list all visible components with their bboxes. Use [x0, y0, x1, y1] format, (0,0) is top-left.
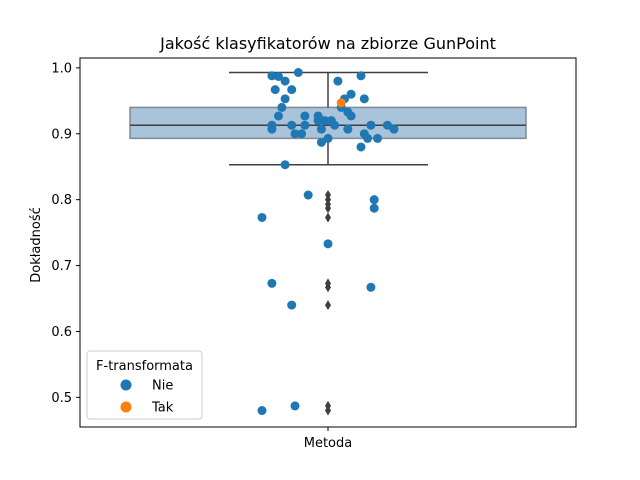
data-point-nie [389, 124, 399, 134]
y-tick-label: 0.8 [51, 193, 72, 208]
plot-area [79, 57, 577, 428]
y-tick-label: 0.6 [51, 325, 72, 340]
data-point-nie [323, 133, 333, 143]
outlier-marker [325, 282, 331, 293]
data-point-nie [277, 102, 287, 112]
outlier-marker [325, 212, 331, 223]
data-point-nie [300, 120, 310, 130]
data-point-nie [369, 203, 379, 213]
y-tick-label: 0.9 [51, 127, 72, 142]
legend-marker-nie [120, 379, 132, 391]
data-point-nie [257, 212, 267, 222]
chart-title: Jakość klasyfikatorów na zbiorze GunPoin… [159, 34, 496, 53]
y-tick-label: 0.5 [51, 391, 72, 406]
data-point-nie [267, 124, 277, 134]
data-point-nie [280, 160, 290, 170]
data-point-nie [363, 133, 373, 143]
data-point-tak [336, 98, 346, 108]
data-point-nie [257, 406, 267, 416]
data-point-nie [287, 120, 297, 130]
data-point-nie [313, 116, 323, 126]
data-point-nie [356, 142, 366, 152]
legend-marker-tak [120, 401, 132, 413]
data-point-nie [366, 282, 376, 292]
x-tick-label: Metoda [304, 436, 352, 451]
data-point-nie [359, 94, 369, 104]
data-point-nie [293, 67, 303, 77]
x-axis-ticks: Metoda [304, 427, 352, 451]
data-point-nie [346, 111, 356, 121]
y-tick-label: 1.0 [51, 61, 72, 76]
outlier-marker [325, 300, 331, 311]
data-point-nie [373, 133, 382, 143]
data-point-nie [316, 137, 326, 147]
y-axis-ticks: 0.5 0.6 0.7 0.8 0.9 1.0 [51, 61, 80, 406]
data-point-nie [343, 124, 353, 134]
data-point-nie [280, 76, 290, 86]
data-point-nie [274, 111, 283, 121]
outlier-marker [325, 203, 331, 214]
data-point-nie [382, 120, 392, 130]
data-point-nie [356, 71, 366, 81]
data-point-nie [300, 111, 310, 121]
data-point-nie [290, 401, 300, 411]
outlier-marker [325, 405, 331, 416]
data-point-nie [287, 300, 297, 310]
data-point-nie [274, 71, 283, 81]
legend-label-tak: Tak [151, 401, 174, 416]
data-point-nie [267, 278, 277, 288]
data-point-nie [287, 85, 297, 95]
legend: F-transformata Nie Tak [86, 350, 203, 420]
data-point-nie [333, 76, 343, 86]
data-point-nie [297, 129, 307, 139]
data-point-nie [270, 85, 280, 95]
data-point-nie [316, 124, 326, 134]
legend-title: F-transformata [96, 359, 193, 374]
data-point-nie [267, 71, 277, 81]
data-point-nie [369, 195, 379, 205]
data-point-nie [320, 116, 330, 126]
y-tick-label: 0.7 [51, 259, 72, 274]
data-point-nie [323, 239, 333, 249]
legend-label-nie: Nie [152, 379, 173, 394]
data-point-nie [366, 120, 376, 130]
data-point-nie [280, 94, 290, 104]
data-point-nie [290, 129, 300, 139]
y-axis-label: Dokładność [29, 207, 44, 283]
data-point-nie [303, 190, 313, 200]
legend-box [86, 350, 203, 420]
data-point-nie [346, 89, 356, 99]
data-point-nie [330, 120, 340, 130]
